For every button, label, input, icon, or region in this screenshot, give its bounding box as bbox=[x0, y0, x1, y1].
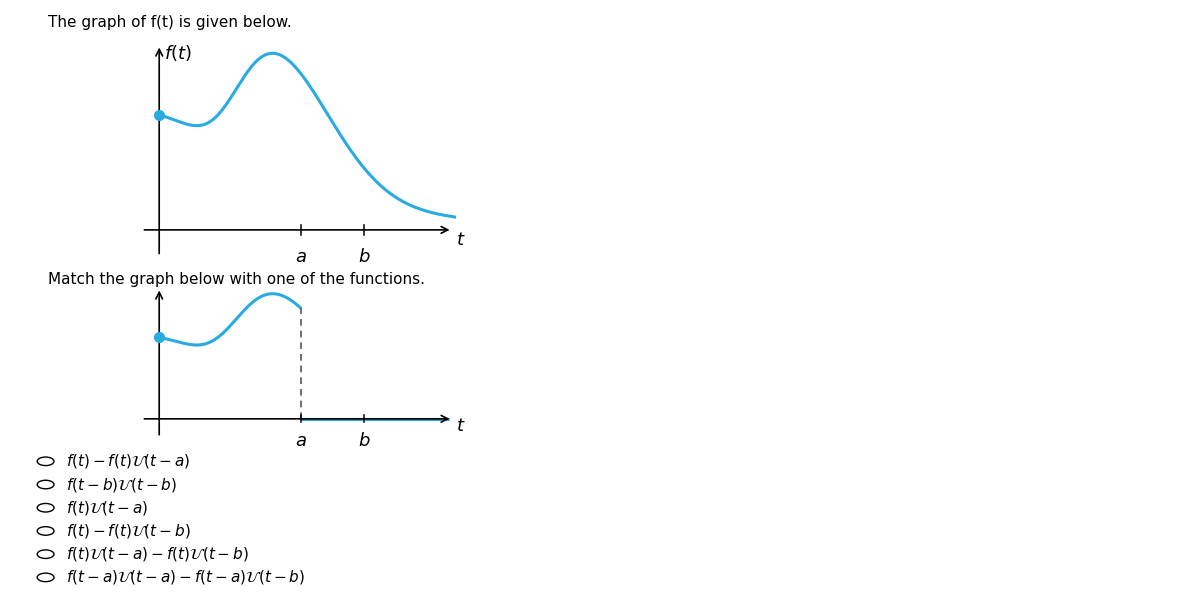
Text: $f(t)$: $f(t)$ bbox=[164, 43, 192, 63]
Text: The graph of f(t) is given below.: The graph of f(t) is given below. bbox=[48, 15, 292, 31]
Text: $a$: $a$ bbox=[295, 248, 306, 266]
Text: $f(t) - f(t)\mathcal{U}(t - b)$: $f(t) - f(t)\mathcal{U}(t - b)$ bbox=[66, 522, 191, 540]
Text: $t$: $t$ bbox=[456, 231, 466, 249]
Text: Match the graph below with one of the functions.: Match the graph below with one of the fu… bbox=[48, 272, 425, 287]
Text: $f(t - a)\mathcal{U}(t - a) - f(t - a)\mathcal{U}(t - b)$: $f(t - a)\mathcal{U}(t - a) - f(t - a)\m… bbox=[66, 568, 305, 587]
Text: $f(t)\mathcal{U}(t - a)$: $f(t)\mathcal{U}(t - a)$ bbox=[66, 499, 149, 517]
Text: $f(t - b)\mathcal{U}(t - b)$: $f(t - b)\mathcal{U}(t - b)$ bbox=[66, 475, 178, 494]
Text: $a$: $a$ bbox=[295, 432, 306, 450]
Text: $b$: $b$ bbox=[358, 432, 371, 450]
Text: $f(t)\mathcal{U}(t - a) - f(t)\mathcal{U}(t - b)$: $f(t)\mathcal{U}(t - a) - f(t)\mathcal{U… bbox=[66, 545, 248, 563]
Text: $t$: $t$ bbox=[456, 417, 466, 435]
Text: $f(t) - f(t)\mathcal{U}(t - a)$: $f(t) - f(t)\mathcal{U}(t - a)$ bbox=[66, 452, 191, 470]
Text: $b$: $b$ bbox=[358, 248, 371, 266]
